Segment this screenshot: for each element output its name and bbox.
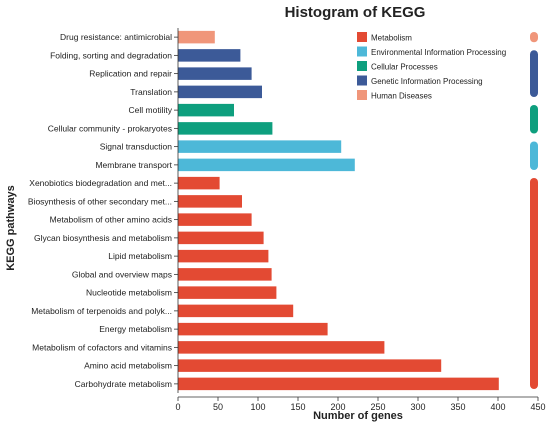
bar	[178, 85, 262, 99]
bar	[178, 122, 273, 135]
x-axis-title: Number of genes	[313, 410, 403, 422]
bar	[178, 213, 252, 226]
category-label: Signal transduction	[100, 142, 173, 152]
x-tick-label: 400	[490, 402, 505, 412]
legend-swatch	[357, 61, 367, 71]
bar	[178, 49, 241, 62]
category-label: Global and overview maps	[72, 269, 172, 279]
category-label: Membrane transport	[95, 160, 172, 170]
category-label: Replication and repair	[89, 69, 172, 79]
x-tick-label: 100	[250, 402, 265, 412]
legend-swatch	[357, 75, 367, 86]
x-tick-label: 0	[175, 402, 180, 412]
bar	[178, 249, 269, 263]
group-indicator-bar	[530, 105, 538, 134]
bar	[178, 268, 272, 281]
x-tick-label: 250	[370, 402, 385, 412]
legend-label: Human Diseases	[371, 92, 432, 101]
bar	[178, 322, 328, 336]
y-axis-title: KEGG pathways	[5, 185, 17, 271]
category-label: Amino acid metabolism	[84, 361, 172, 371]
category-label: Lipid metabolism	[108, 251, 172, 261]
x-tick-label: 300	[410, 402, 425, 412]
x-tick-label: 150	[290, 402, 305, 412]
x-tick-label: 450	[530, 402, 545, 412]
bar	[178, 158, 355, 172]
legend-swatch	[357, 90, 367, 100]
group-indicator-bar	[530, 178, 538, 389]
bar	[178, 304, 294, 318]
category-label: Energy metabolism	[99, 324, 172, 334]
bar	[178, 359, 442, 372]
bar	[178, 103, 234, 117]
group-indicator-bars	[530, 32, 538, 389]
category-label: Carbohydrate metabolism	[75, 379, 172, 389]
category-label: Cellular community - prokaryotes	[48, 123, 172, 133]
category-label: Biosynthesis of other secondary met...	[28, 196, 172, 206]
chart-title: Histogram of KEGG	[285, 4, 426, 21]
category-label: Metabolism of other amino acids	[50, 215, 172, 225]
legend-label: Genetic Information Processing	[371, 77, 483, 86]
category-label: Xenobiotics biodegradation and met...	[29, 178, 172, 188]
category-label: Metabolism of cofactors and vitamins	[32, 342, 172, 352]
category-label: Cell motility	[129, 105, 173, 115]
category-labels-group: Drug resistance: antimicrobial Folding, s…	[28, 28, 179, 393]
legend-label: Metabolism	[371, 34, 412, 43]
category-label: Translation	[130, 87, 172, 97]
category-label: Drug resistance: antimicrobial	[60, 32, 172, 42]
x-axis: 0 50 100 150 200 250 300 350 400 450	[175, 396, 546, 412]
bar	[178, 195, 242, 208]
x-tick-label: 50	[213, 402, 223, 412]
category-label: Nucleotide metabolism	[86, 288, 172, 298]
bar	[178, 176, 220, 190]
bar	[178, 341, 385, 354]
legend-label: Cellular Processes	[371, 63, 438, 72]
x-tick-label: 350	[450, 402, 465, 412]
legend-swatch	[357, 46, 367, 57]
bar	[178, 377, 499, 391]
group-indicator-bar	[530, 32, 538, 43]
group-indicator-bar	[530, 141, 538, 170]
category-label: Folding, sorting and degradation	[50, 50, 172, 60]
bars-group	[178, 30, 499, 391]
x-tick-label: 200	[330, 402, 345, 412]
bar	[178, 140, 342, 153]
bar	[178, 30, 215, 44]
category-label: Glycan biosynthesis and metabolism	[34, 233, 172, 243]
legend-swatch	[357, 32, 367, 42]
legend: Metabolism Environmental Information Proc…	[357, 32, 506, 101]
group-indicator-bar	[530, 50, 538, 97]
bar	[178, 231, 264, 245]
bar	[178, 286, 277, 299]
category-label: Metabolism of terpenoids and polyk...	[31, 306, 172, 316]
bar	[178, 67, 252, 80]
legend-label: Environmental Information Processing	[371, 48, 506, 57]
